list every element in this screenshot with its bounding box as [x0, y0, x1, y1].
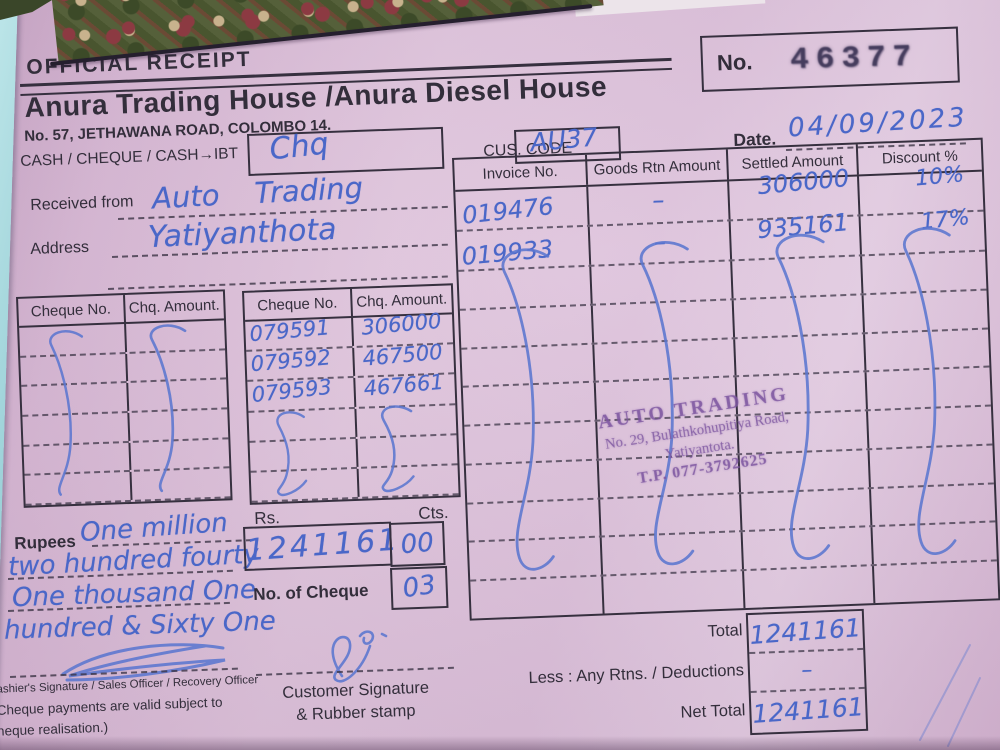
rs-amount-value: 1241161 [244, 522, 402, 569]
totals-box: 1241161 – 1241161 [745, 608, 869, 736]
receipt-number: 46377 [790, 39, 920, 78]
invoice-no-value: 019933 [460, 234, 555, 271]
cts-amount-box: 00 [389, 520, 446, 567]
cheque-note-line: (Cheque payments are valid subject to [0, 694, 223, 718]
cheque-amount-header: Chq. Amount. [128, 296, 220, 317]
photo-bottom-shadow [0, 736, 1000, 750]
net-total-label: Net Total [680, 701, 746, 722]
goods-rtn-value: – [651, 185, 665, 215]
customer-caption: Customer Signature [282, 678, 430, 702]
cheque-table-left: Cheque No. Chq. Amount. [16, 289, 233, 508]
goods-rtn-header: Goods Rtn Amount [586, 149, 730, 185]
received-from-label: Received from [30, 193, 134, 214]
total-value: 1241161 [748, 613, 863, 651]
rs-amount-box: 1241161 [243, 521, 402, 571]
cheque-no-header: Cheque No. [18, 295, 126, 326]
customer-caption: & Rubber stamp [296, 701, 416, 724]
address-label: Address [30, 238, 90, 258]
customer-signature-scribble [331, 630, 388, 683]
cts-amount-value: 00 [399, 527, 436, 561]
cashier-signature-scribble [61, 643, 226, 682]
received-from-value: Auto Trading [151, 170, 364, 216]
cheque-count-value: 03 [400, 569, 438, 605]
date-value: 04/09/2023 [787, 102, 969, 144]
cheque-count-label: No. of Cheque [253, 580, 369, 604]
less-value: – [800, 658, 813, 684]
less-label: Less : Any Rtns. / Deductions [528, 661, 745, 688]
net-total-value: 1241161 [751, 692, 865, 730]
payment-mode-label: CASH / CHEQUE / CASH→IBT [20, 145, 239, 170]
total-label: Total [707, 621, 743, 641]
cheque-row [250, 465, 459, 503]
cheque-row [24, 468, 231, 506]
invoice-table: Invoice No. Goods Rtn Amount Settled Amo… [452, 137, 1000, 621]
payment-mode-box: Chq [247, 126, 445, 176]
receipt-number-label: No. [716, 49, 753, 76]
goods-rtn-value: – [653, 227, 667, 257]
totals-section: Total Less : Any Rtns. / Deductions Net … [450, 608, 870, 748]
invoice-no-value: 019476 [460, 191, 555, 230]
invoice-no-header: Invoice No. [454, 154, 589, 190]
cheque-table-filled: Cheque No. Chq. Amount. 079591 306000 07… [242, 283, 461, 505]
pen-stray-mark [919, 644, 981, 747]
cheque-count-box: 03 [390, 565, 449, 610]
receipt-number-box: No. 46377 [700, 26, 960, 92]
